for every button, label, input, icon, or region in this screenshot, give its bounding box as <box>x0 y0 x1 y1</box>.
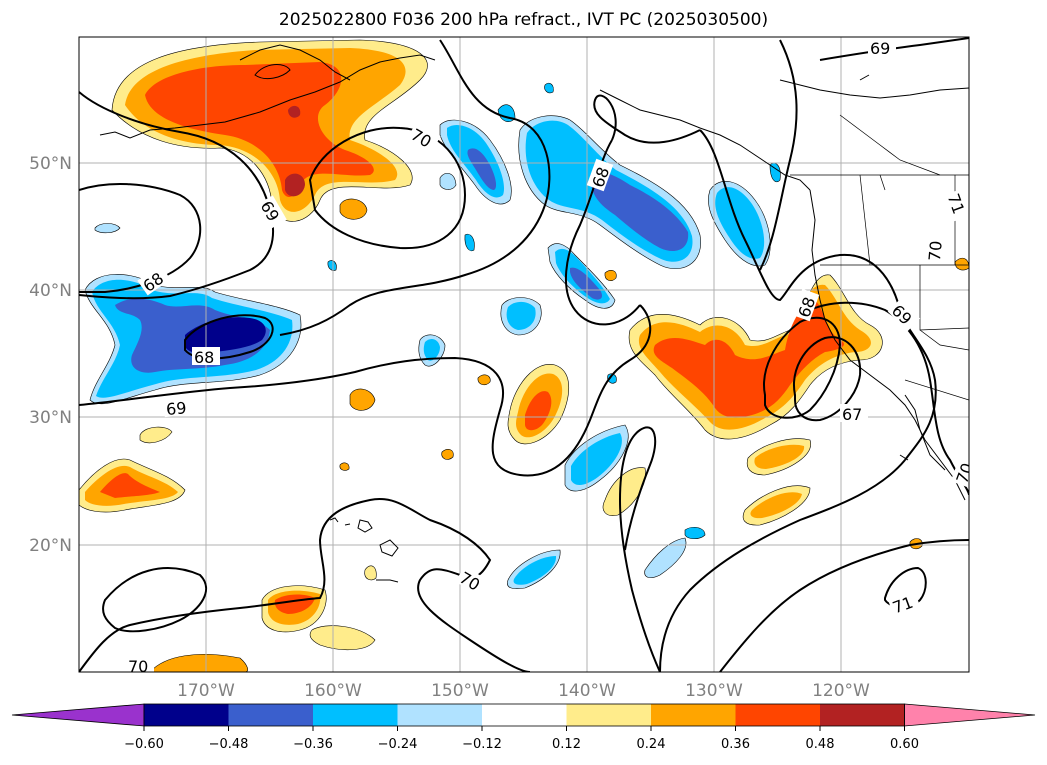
contour-67-east-loop <box>793 336 862 422</box>
neg-region-north-c-mid <box>715 187 765 259</box>
colorbar-extend-low <box>11 703 145 727</box>
colorbar-segment <box>820 704 905 726</box>
chart-title: 2025022800 F036 200 hPa refract., IVT PC… <box>278 10 769 30</box>
contour-71-southeast <box>719 539 969 672</box>
contour-69-central-east <box>593 94 701 144</box>
pos-region-small-e <box>477 374 491 386</box>
colorbar: −0.60 −0.48 −0.36 −0.24 −0.12 0.12 0.24 … <box>11 703 1036 752</box>
political-borders <box>790 114 969 401</box>
pos-region-small-i <box>954 257 969 271</box>
lat-label: 20°N <box>29 536 72 556</box>
neg-region-small-b <box>94 223 121 234</box>
pos-region-small-g <box>339 462 350 471</box>
coastlines <box>99 44 969 583</box>
lon-label: 120°W <box>812 681 870 701</box>
pos-region-gulf-alaska-max2 <box>288 105 301 118</box>
pos-region-small-j <box>364 565 377 581</box>
neg-region-small-d <box>464 233 475 252</box>
colorbar-tick-label: 0.12 <box>552 737 581 752</box>
neg-region-mid-a-high <box>570 267 603 300</box>
colorbar-segment <box>651 704 736 726</box>
lon-label: 150°W <box>431 681 489 701</box>
contour-69-north-east <box>759 39 798 271</box>
pos-region-west-a-high <box>100 473 160 498</box>
longitude-labels: 170°W 160°W 150°W 140°W 130°W 120°W <box>177 681 870 701</box>
contour-70-south <box>79 498 531 672</box>
contour-70-east-south <box>659 459 906 672</box>
latitude-labels: 50°N 40°N 30°N 20°N <box>29 154 72 556</box>
neg-region-small-c <box>439 172 457 190</box>
colorbar-tick-label: −0.24 <box>378 737 418 752</box>
contour-label: 69 <box>870 39 890 58</box>
neg-region-mid-b-mid <box>506 301 536 330</box>
pos-region-small-a <box>339 198 368 220</box>
lon-label: 130°W <box>685 681 743 701</box>
contour-71-north-east <box>819 37 969 61</box>
contour-label: 67 <box>842 405 862 424</box>
contour-69-north <box>79 91 275 300</box>
contour-70-central-loop <box>699 129 937 461</box>
pos-region-south-c <box>149 653 249 672</box>
contour-69-south-west <box>79 304 652 477</box>
lat-label: 50°N <box>29 154 72 174</box>
pos-region-gulf-alaska-max <box>285 173 305 197</box>
colorbar-tick-label: 0.36 <box>721 737 750 752</box>
pos-region-west-coast-high <box>653 300 845 418</box>
lat-label: 40°N <box>29 281 72 301</box>
neg-region-small-e <box>327 260 337 271</box>
contour-label: 70 <box>128 657 148 676</box>
lon-label: 170°W <box>177 681 235 701</box>
colorbar-segment <box>228 704 313 726</box>
contour-label: 70 <box>925 240 946 262</box>
neg-region-small-g <box>544 82 554 94</box>
contour-70-north-loop <box>308 126 467 250</box>
pos-region-central-a-high <box>525 391 552 431</box>
contour-label: 68 <box>194 348 214 367</box>
neg-region-south-a-mid <box>571 433 622 486</box>
lat-label: 30°N <box>29 408 72 428</box>
contour-69-west-loop <box>79 183 202 293</box>
lon-label: 160°W <box>304 681 362 701</box>
neg-region-north-a-high <box>467 148 497 190</box>
colorbar-segment <box>397 704 482 726</box>
contour-label: 70 <box>952 460 977 486</box>
pos-region-east-a-mid <box>754 444 805 469</box>
neg-region-west-a-max <box>185 317 266 354</box>
neg-region-south-b-mid <box>513 556 557 585</box>
pos-region-east-b-mid <box>750 492 802 519</box>
colorbar-tick-label: 0.48 <box>806 737 835 752</box>
neg-region-south-c <box>644 537 687 579</box>
contour-69-east <box>804 301 969 496</box>
positive-anomaly-field <box>79 39 969 672</box>
colorbar-segment <box>482 704 567 726</box>
neg-region-north-b-high <box>590 172 689 252</box>
colorbar-segment <box>735 704 820 726</box>
colorbar-segment <box>144 704 229 726</box>
pos-region-small-c <box>139 426 173 444</box>
contour-70-central-south <box>618 426 661 672</box>
lon-label: 140°W <box>558 681 616 701</box>
colorbar-tick-label: 0.60 <box>890 737 919 752</box>
pos-region-small-d <box>604 269 617 282</box>
colorbar-tick-label: −0.48 <box>209 737 249 752</box>
neg-region-mid-c-mid <box>423 339 440 361</box>
colorbar-tick-label: 0.24 <box>637 737 666 752</box>
pos-region-small-b <box>349 388 376 411</box>
colorbar-tick-label: −0.12 <box>462 737 502 752</box>
contour-70-east <box>279 39 551 336</box>
colorbar-tick-label: −0.60 <box>124 737 164 752</box>
pos-region-south-b <box>309 625 376 650</box>
neg-region-small-a <box>684 526 706 540</box>
colorbar-tick-label: −0.36 <box>293 737 333 752</box>
contour-label: 69 <box>165 398 187 419</box>
pos-region-small-f <box>441 448 454 460</box>
colorbar-segment <box>566 704 651 726</box>
colorbar-extend-high <box>904 703 1036 727</box>
contour-70-southwest-loop <box>102 567 207 633</box>
contour-68-east-loop <box>763 316 842 419</box>
map-frame <box>78 36 970 673</box>
colorbar-segment <box>313 704 398 726</box>
